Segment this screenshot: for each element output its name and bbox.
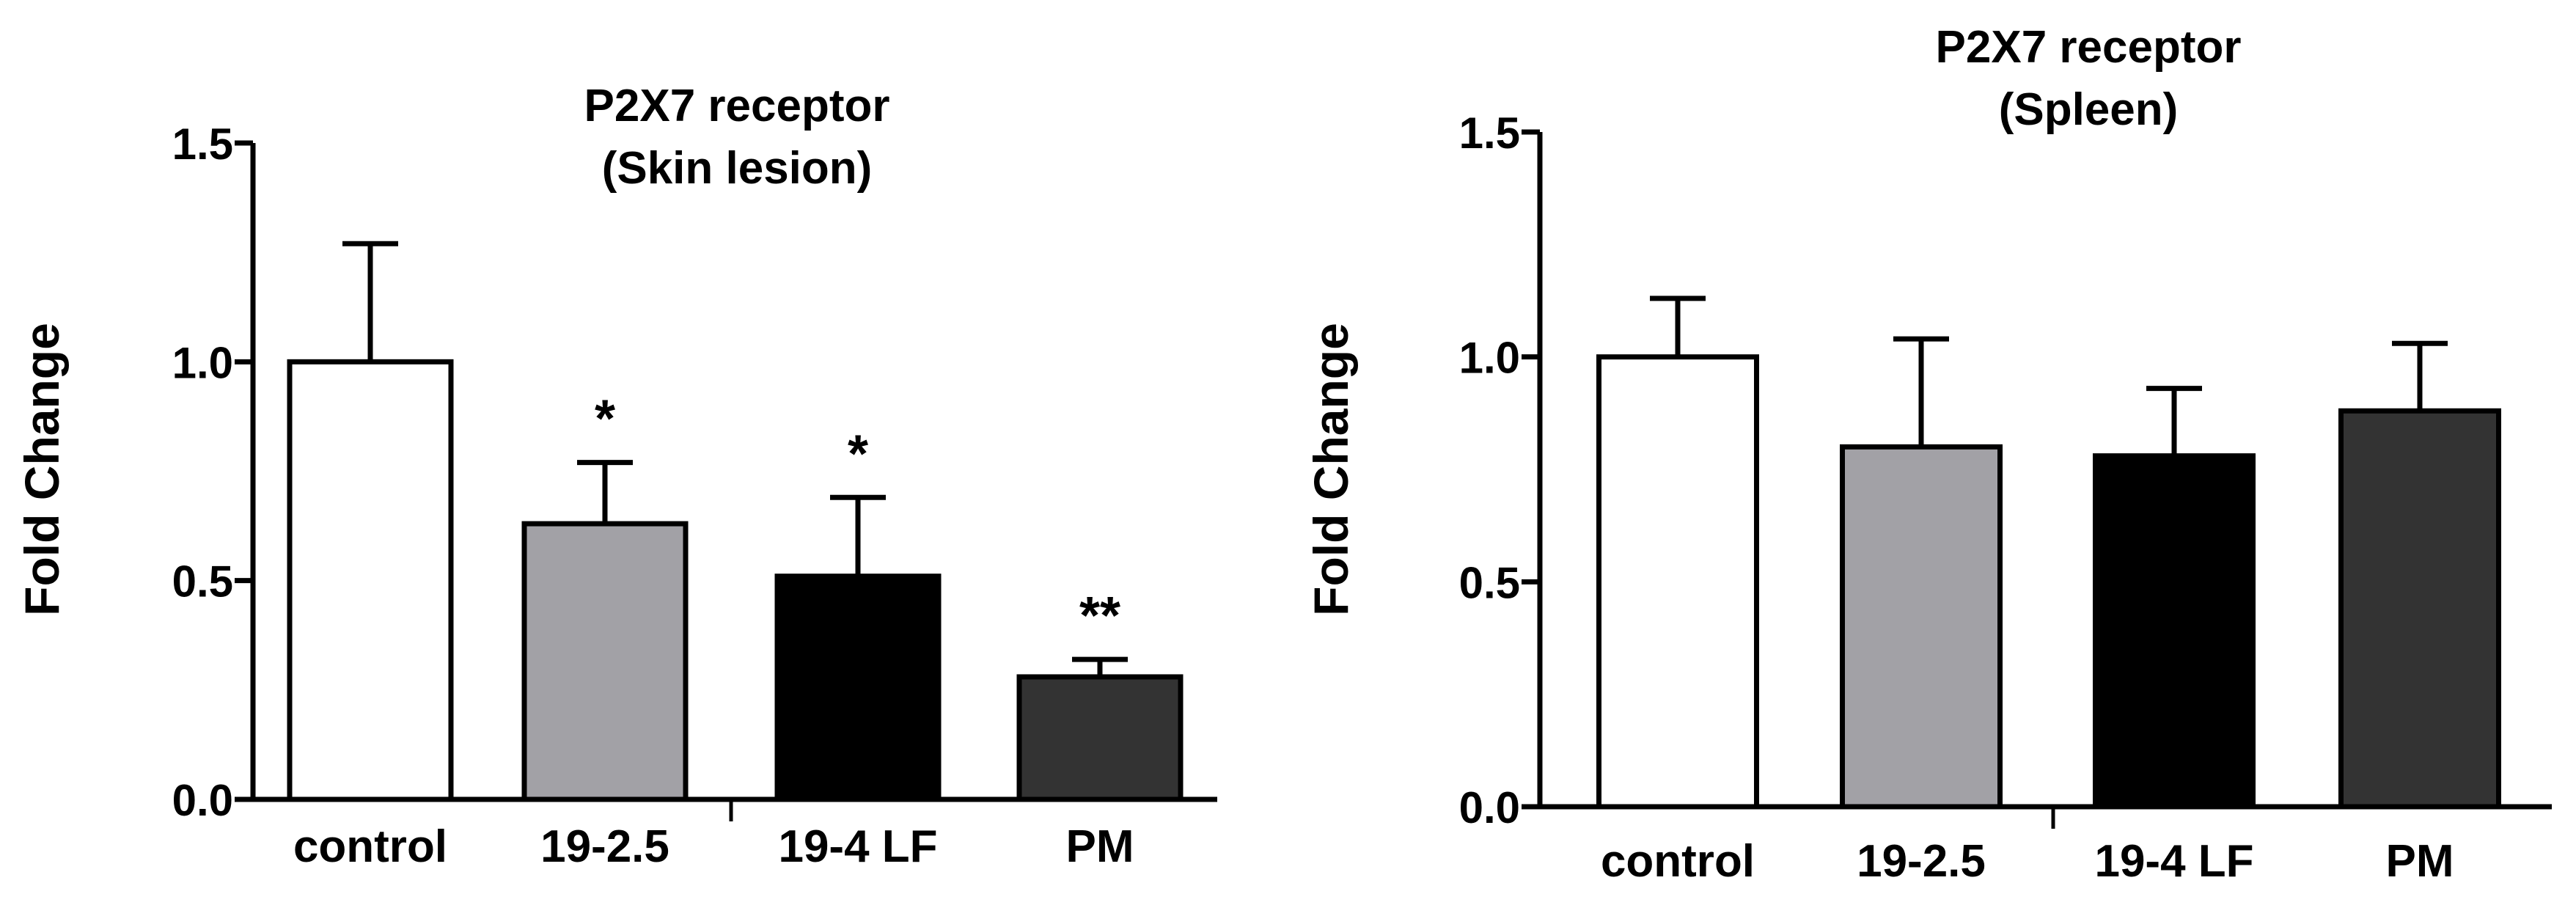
category-label: PM xyxy=(1066,821,1134,872)
y-tick-label: 1.0 xyxy=(172,338,233,387)
category-label: control xyxy=(1601,836,1755,887)
chart-title-line-1: P2X7 receptor xyxy=(1936,22,2242,73)
significance-marker: ** xyxy=(1079,587,1120,645)
significance-marker: * xyxy=(848,425,868,483)
bar-control xyxy=(287,359,454,802)
bar-19-2.5 xyxy=(521,521,689,802)
y-tick-label: 0.5 xyxy=(172,557,233,607)
bar-pm xyxy=(1016,674,1184,802)
chart-title-line-1: P2X7 receptor xyxy=(584,81,890,131)
bar-19-2.5 xyxy=(1840,444,2003,810)
y-tick-label: 1.5 xyxy=(1459,109,1520,158)
category-label: 19-4 LF xyxy=(778,821,937,872)
category-label: 19-2.5 xyxy=(1857,836,1986,887)
y-axis-label: Fold Change xyxy=(15,323,69,616)
y-tick-label: 1.0 xyxy=(1459,334,1520,383)
plot-area-skin-lesion: control * 19-2.5 * 19-4 LF ** PM 0.0 0.5 1.0 1.5 xyxy=(172,120,1217,872)
chart-title-line-2: (Skin lesion) xyxy=(602,143,873,194)
bar-19-4-lf xyxy=(2093,453,2256,810)
significance-marker: * xyxy=(595,390,615,449)
bar-19-4-lf xyxy=(774,574,942,802)
chart-skin-lesion: P2X7 receptor (Skin lesion) Fold Change … xyxy=(15,81,1217,872)
y-tick-label: 0.5 xyxy=(1459,558,1520,607)
category-label: control xyxy=(293,821,447,872)
category-label: 19-4 LF xyxy=(2094,836,2253,887)
y-axis-label: Fold Change xyxy=(1304,323,1358,616)
plot-area-spleen: control 19-2.5 19-4 LF PM 0.0 0.5 1.0 1.5 xyxy=(1459,109,2552,887)
category-label: PM xyxy=(2386,836,2454,887)
y-tick-label: 1.5 xyxy=(172,120,233,169)
y-tick-label: 0.0 xyxy=(1459,783,1520,832)
chart-title-line-2: (Spleen) xyxy=(1999,84,2179,135)
bar-control xyxy=(1596,354,1759,810)
chart-spleen: P2X7 receptor (Spleen) Fold Change contr… xyxy=(1304,22,2552,887)
category-label: 19-2.5 xyxy=(540,821,669,872)
bar-pm xyxy=(2338,408,2501,810)
y-tick-label: 0.0 xyxy=(172,776,233,825)
